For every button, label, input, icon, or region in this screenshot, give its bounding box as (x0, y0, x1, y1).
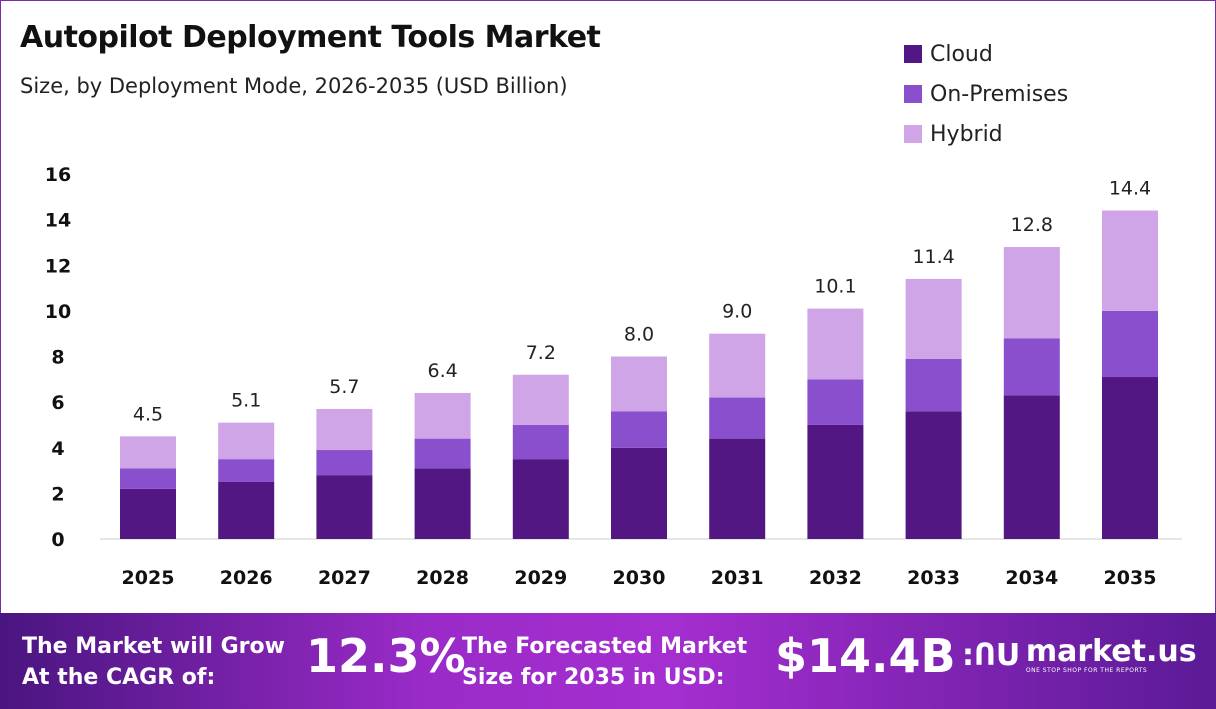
forecast-value: $14.4B (775, 629, 956, 683)
logo-icon: :ՈՍ (962, 638, 1018, 673)
bar-segment-hybrid (1102, 210, 1158, 311)
bar-segment-cloud (905, 411, 962, 539)
chart-title: Autopilot Deployment Tools Market (20, 20, 601, 55)
y-tick-label: 8 (51, 347, 64, 369)
x-tick-label: 2030 (613, 567, 666, 589)
bar-segment-cloud (218, 481, 275, 539)
bar-segment-on-premises (316, 450, 373, 476)
bar-segment-hybrid (1003, 247, 1060, 339)
total-label: 11.4 (912, 246, 954, 268)
x-tick-label: 2034 (1005, 567, 1058, 589)
legend-label: On-Premises (930, 81, 1069, 107)
bar-segment-on-premises (1003, 338, 1060, 396)
bar-segment-cloud (414, 468, 471, 539)
forecast-label: The Forecasted Market Size for 2035 in US… (462, 634, 748, 690)
bar-segment-hybrid (709, 333, 766, 398)
cagr-label: The Market will Grow At the CAGR of: (22, 634, 285, 690)
total-label: 5.1 (231, 390, 261, 412)
x-tick-label: 2035 (1104, 567, 1157, 589)
x-tick-label: 2027 (318, 567, 371, 589)
legend: Cloud On-Premises Hybrid (904, 34, 1068, 154)
market-us-logo: :ՈՍ market.us ONE STOP SHOP FOR THE REPOR… (962, 634, 1197, 675)
y-tick-label: 10 (45, 301, 71, 323)
y-tick-label: 4 (51, 438, 64, 460)
bar-segment-cloud (120, 488, 176, 539)
total-label: 10.1 (814, 276, 856, 298)
bar-segment-cloud (316, 475, 373, 539)
bar-segment-on-premises (414, 438, 471, 469)
bar-segment-cloud (512, 459, 569, 539)
total-label: 7.2 (526, 342, 556, 364)
total-label: 12.8 (1011, 214, 1053, 236)
cagr-value: 12.3% (306, 629, 466, 683)
y-tick-label: 6 (51, 392, 64, 414)
total-label: 9.0 (722, 301, 752, 323)
legend-item-hybrid: Hybrid (904, 114, 1068, 154)
legend-label: Cloud (930, 41, 993, 67)
y-tick-label: 16 (45, 164, 71, 186)
legend-swatch (904, 125, 922, 143)
bar-segment-cloud (1003, 395, 1060, 539)
y-tick-label: 2 (51, 483, 64, 505)
y-tick-label: 0 (51, 529, 64, 551)
bar-segment-hybrid (611, 356, 667, 412)
bar-segment-on-premises (905, 358, 962, 412)
bar-segment-hybrid (512, 374, 569, 425)
y-tick-label: 14 (45, 210, 71, 232)
x-tick-label: 2032 (809, 567, 862, 589)
total-label: 6.4 (427, 360, 457, 382)
bar-segment-on-premises (120, 468, 176, 489)
bar-segment-cloud (709, 438, 766, 539)
bar-segment-on-premises (709, 397, 766, 439)
x-tick-label: 2028 (416, 567, 469, 589)
x-tick-label: 2029 (514, 567, 567, 589)
total-label: 4.5 (133, 403, 163, 425)
x-tick-label: 2025 (122, 567, 175, 589)
bar-segment-cloud (1102, 377, 1158, 539)
legend-item-cloud: Cloud (904, 34, 1068, 74)
chart-subtitle: Size, by Deployment Mode, 2026-2035 (USD… (20, 74, 568, 98)
bar-segment-cloud (807, 424, 864, 539)
bar-segment-on-premises (807, 379, 864, 425)
y-tick-label: 12 (45, 255, 71, 277)
legend-swatch (904, 45, 922, 63)
summary-banner: The Market will Grow At the CAGR of: 12.3… (0, 613, 1216, 709)
total-label: 8.0 (624, 324, 654, 346)
legend-label: Hybrid (930, 121, 1003, 147)
total-label: 5.7 (329, 376, 359, 398)
bar-segment-on-premises (512, 424, 569, 460)
x-tick-label: 2031 (711, 567, 764, 589)
legend-swatch (904, 85, 922, 103)
bar-segment-on-premises (611, 411, 667, 448)
total-label: 14.4 (1109, 178, 1151, 200)
bar-segment-hybrid (218, 422, 275, 460)
chart-plot: 0 2 4 6 8 10 12 14 16 4.5 2025 5.1 2026 5.7 2027 6.4 202… (45, 164, 1182, 589)
legend-item-on-premises: On-Premises (904, 74, 1068, 114)
x-tick-label: 2026 (220, 567, 273, 589)
x-tick-label: 2033 (907, 567, 960, 589)
bar-segment-hybrid (414, 393, 471, 439)
bar-segment-hybrid (807, 308, 864, 380)
bar-segment-cloud (611, 447, 667, 539)
bar-segment-on-premises (1102, 310, 1158, 378)
bar-segment-on-premises (218, 459, 275, 482)
bar-segment-hybrid (120, 436, 176, 469)
bar-segment-hybrid (316, 408, 373, 451)
bar-segment-hybrid (905, 278, 962, 359)
